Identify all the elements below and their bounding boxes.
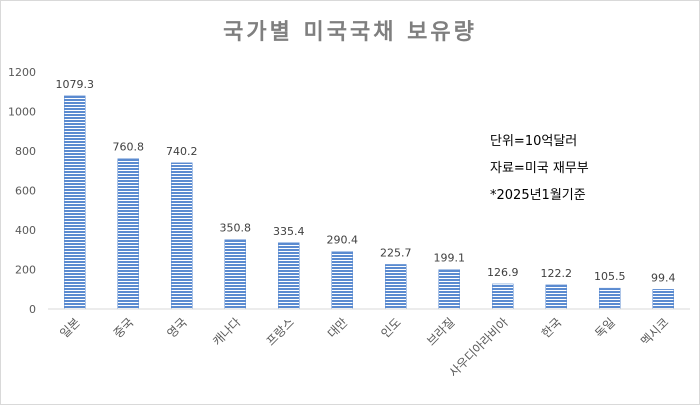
basis-note: *2025년1월기준: [490, 188, 586, 203]
x-tick-label: 한국: [539, 315, 565, 341]
x-tick-label: 멕시코: [638, 315, 671, 348]
x-tick-label: 대만: [325, 315, 351, 341]
unit-note: 단위=10억달러: [490, 134, 578, 149]
x-tick-label: 프랑스: [264, 315, 297, 348]
bar: [278, 242, 300, 310]
y-tick-label: 1200: [8, 66, 36, 79]
data-label: 199.1: [434, 252, 466, 265]
x-tick-label: 브라질: [424, 315, 457, 348]
bars: [64, 95, 674, 310]
data-label: 105.5: [594, 270, 626, 283]
bar: [385, 264, 407, 310]
bar: [117, 158, 139, 310]
bar: [64, 95, 86, 310]
x-tick-label: 영국: [164, 315, 190, 341]
chart-title: 국가별 미국국채 보유량: [223, 20, 477, 45]
data-label: 126.9: [487, 266, 519, 279]
data-label: 99.4: [651, 271, 676, 284]
data-label: 335.4: [273, 225, 305, 238]
bar: [599, 287, 621, 310]
y-tick-label: 200: [15, 264, 36, 277]
data-label: 1079.3: [56, 78, 95, 91]
y-tick-label: 400: [15, 224, 36, 237]
bar: [545, 284, 567, 310]
data-labels: 1079.3 760.8 740.2 350.8 335.4 290.4 225.7 199.…: [56, 78, 676, 285]
bar: [171, 162, 193, 310]
source-note: 자료=미국 재무부: [490, 161, 589, 176]
bar: [224, 239, 246, 310]
data-label: 122.2: [541, 267, 573, 280]
data-label: 350.8: [220, 222, 252, 235]
y-tick-label: 800: [15, 145, 36, 158]
bar: [652, 289, 674, 310]
data-label: 760.8: [113, 141, 145, 154]
data-label: 290.4: [327, 234, 359, 247]
bar: [331, 251, 353, 310]
y-tick-label: 1000: [8, 106, 36, 119]
x-tick-label: 캐나다: [210, 315, 243, 348]
x-tick-label: 중국: [111, 315, 137, 341]
data-label: 740.2: [166, 145, 198, 158]
x-tick-label: 일본: [57, 315, 83, 341]
bar: [492, 283, 514, 310]
x-tick-label: 인도: [378, 315, 404, 341]
data-label: 225.7: [380, 246, 412, 259]
bar: [438, 269, 460, 310]
y-tick-label: 0: [29, 303, 36, 316]
y-axis: 0 200 400 600 800 1000 1200: [8, 66, 36, 316]
y-tick-label: 600: [15, 185, 36, 198]
x-tick-label: 독일: [592, 315, 618, 341]
